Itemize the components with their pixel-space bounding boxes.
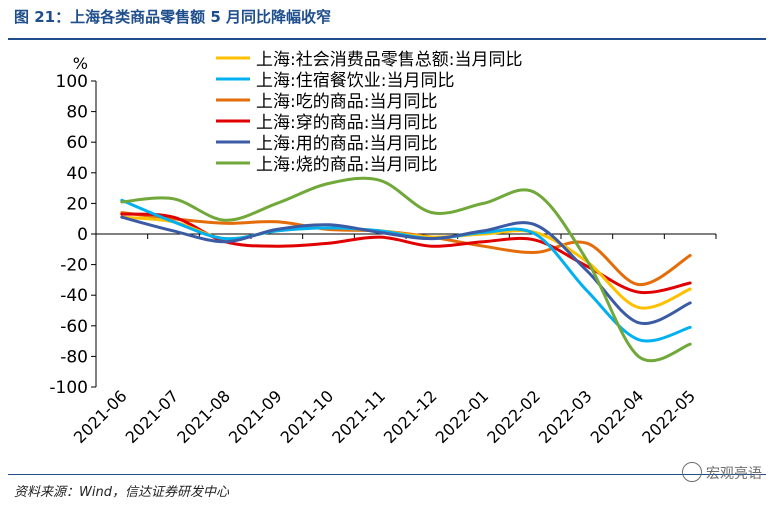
x-tick-label: 2021-10 (277, 386, 338, 447)
title-divider (8, 38, 766, 40)
x-tick-label: 2021-12 (380, 386, 441, 447)
series-line-5 (120, 215, 692, 326)
y-tick-label: 40 (66, 164, 88, 184)
y-tick-label: 60 (66, 133, 88, 153)
x-tick-label: 2021-07 (122, 386, 183, 447)
y-tick-label: 80 (66, 103, 88, 123)
legend-label: 上海:烧的商品:当月同比 (256, 155, 437, 175)
y-tick-label: 0 (77, 225, 88, 245)
chart-series (120, 176, 692, 363)
legend-label: 上海:穿的商品:当月同比 (256, 113, 437, 133)
y-tick-label: 20 (66, 194, 88, 214)
series-line-3 (120, 211, 692, 287)
y-axis-unit: % (73, 54, 88, 73)
wechat-logo-icon (682, 462, 702, 482)
x-tick-label: 2022-03 (535, 386, 596, 447)
y-tick-label: -40 (60, 286, 88, 306)
y-tick-label: -60 (60, 317, 88, 337)
y-tick-label: 100 (56, 72, 88, 92)
legend-label: 上海:用的商品:当月同比 (256, 134, 437, 154)
watermark-text: 宏观亮语 (706, 466, 762, 482)
footer-divider (8, 474, 766, 475)
legend-label: 上海:吃的商品:当月同比 (256, 92, 437, 112)
y-tick-label: -100 (49, 378, 88, 398)
x-tick-label: 2021-08 (173, 386, 234, 447)
x-tick-label: 2021-11 (328, 386, 389, 447)
series-line-6 (120, 176, 692, 363)
y-tick-label: -80 (60, 347, 88, 367)
legend-label: 上海:社会消费品零售总额:当月同比 (256, 50, 522, 70)
chart-legend: 上海:社会消费品零售总额:当月同比上海:住宿餐饮业:当月同比上海:吃的商品:当月… (216, 50, 522, 175)
watermark: 宏观亮语 (682, 462, 762, 483)
y-tick-label: -20 (60, 256, 88, 276)
x-tick-label: 2021-09 (225, 386, 286, 447)
source-note: 资料来源：Wind，信达证券研发中心 (14, 485, 229, 500)
x-tick-label: 2022-01 (432, 386, 493, 447)
x-tick-label: 2022-02 (483, 386, 544, 447)
x-tick-label: 2022-04 (587, 386, 648, 447)
legend-label: 上海:住宿餐饮业:当月同比 (256, 71, 454, 91)
figure-title: 图 21：上海各类商品零售额 5 月同比降幅收窄 (14, 8, 331, 26)
x-tick-label: 2022-05 (638, 386, 699, 447)
